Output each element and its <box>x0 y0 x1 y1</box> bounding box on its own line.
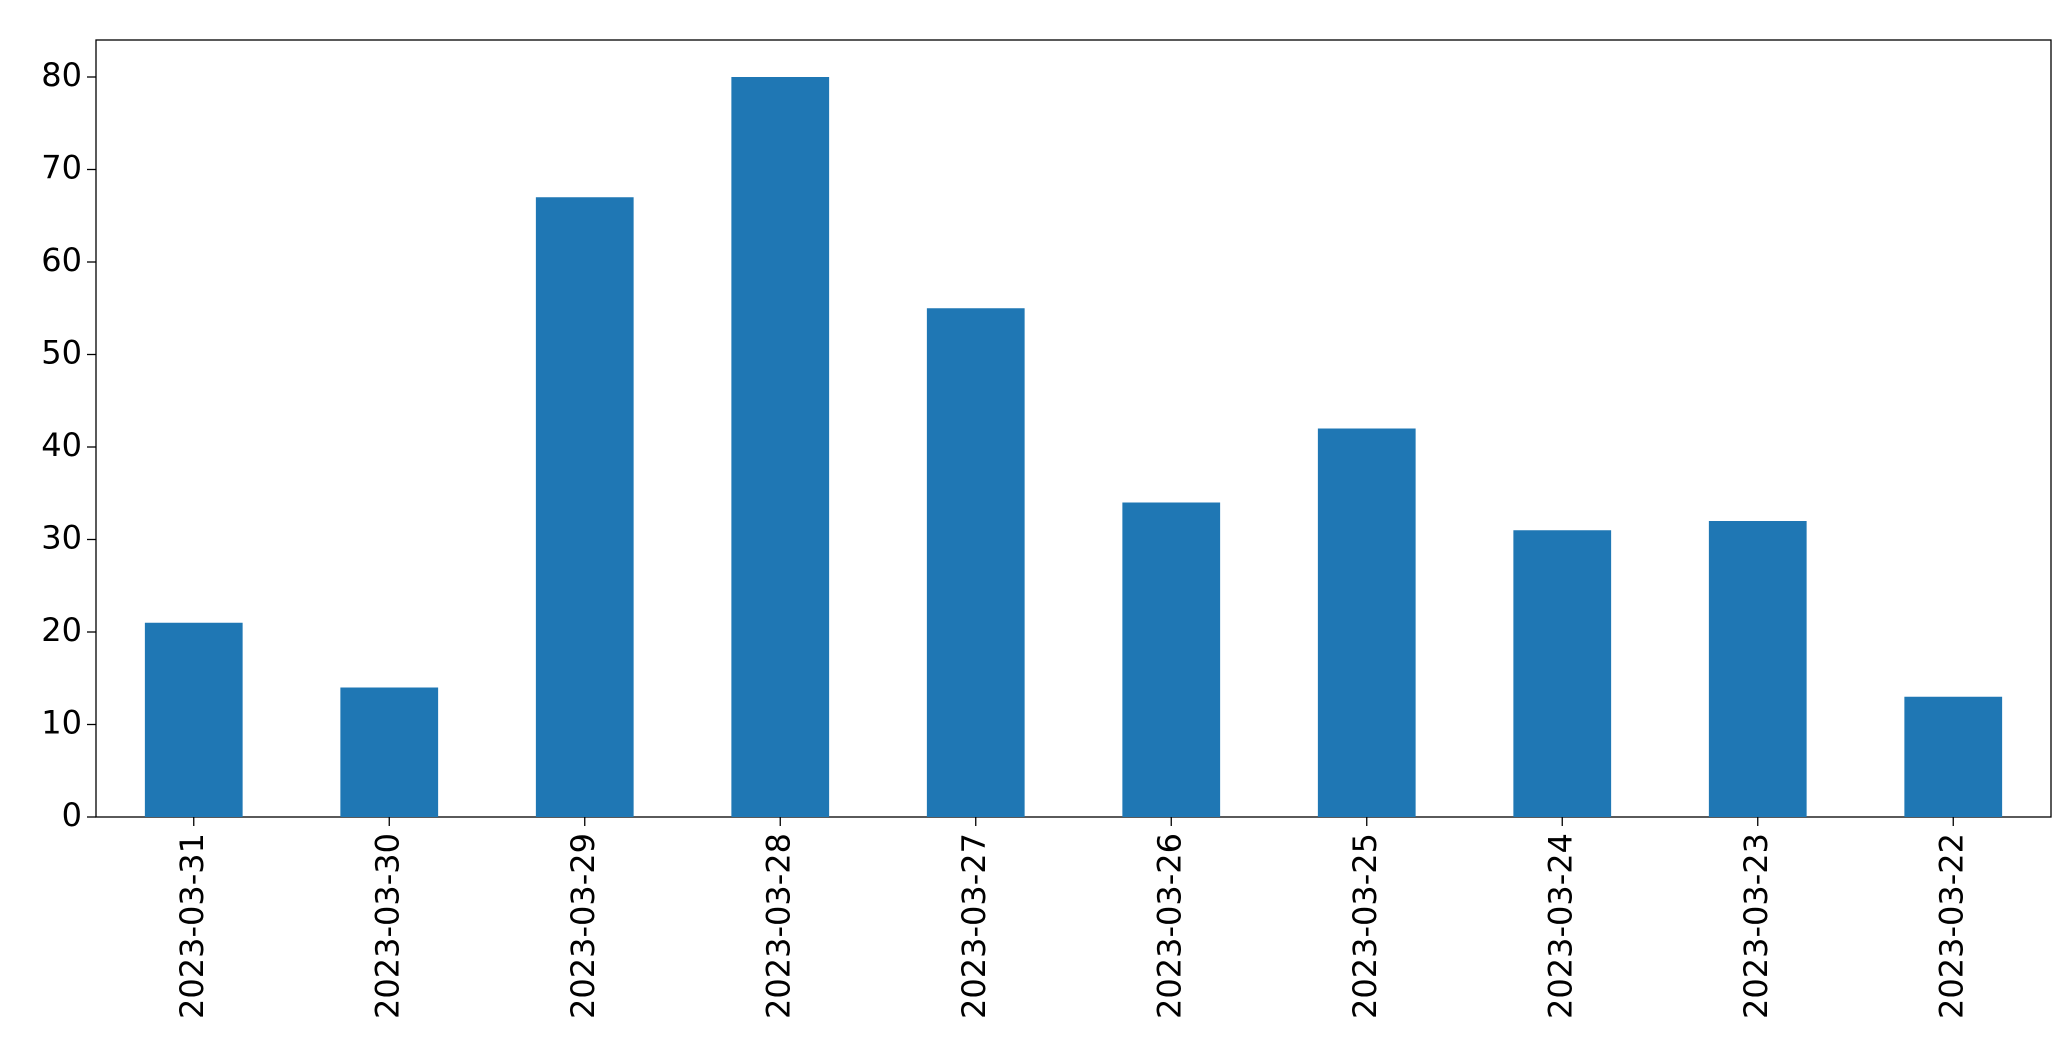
bar <box>1904 696 2003 817</box>
y-tick-label: 60 <box>41 241 82 279</box>
y-tick-label: 80 <box>41 56 82 94</box>
bar <box>340 687 439 817</box>
y-tick-label: 20 <box>41 611 82 649</box>
bar <box>926 308 1025 817</box>
bar <box>1122 502 1221 817</box>
x-tick-label: 2023-03-27 <box>955 833 993 1019</box>
bar <box>144 622 243 817</box>
x-tick-label: 2023-03-23 <box>1737 833 1775 1019</box>
plot-frame <box>95 39 2052 818</box>
x-tick-label: 2023-03-31 <box>173 833 211 1019</box>
x-tick-label: 2023-03-24 <box>1541 833 1579 1019</box>
x-tick-label: 2023-03-22 <box>1932 833 1970 1019</box>
bar <box>1317 428 1416 817</box>
bar <box>1513 530 1612 817</box>
y-tick-label: 70 <box>41 149 82 187</box>
bar <box>535 197 634 817</box>
y-tick-label: 50 <box>41 334 82 372</box>
bar <box>1708 521 1807 817</box>
x-tick-label: 2023-03-29 <box>564 833 602 1019</box>
bar <box>731 77 830 817</box>
y-tick-label: 0 <box>62 796 82 834</box>
y-tick-label: 30 <box>41 519 82 557</box>
x-tick-label: 2023-03-25 <box>1346 833 1384 1019</box>
y-tick-label: 10 <box>41 704 82 742</box>
x-tick-label: 2023-03-28 <box>759 833 797 1019</box>
y-tick-label: 40 <box>41 426 82 464</box>
x-tick-label: 2023-03-30 <box>368 833 406 1019</box>
x-tick-label: 2023-03-26 <box>1150 833 1188 1019</box>
